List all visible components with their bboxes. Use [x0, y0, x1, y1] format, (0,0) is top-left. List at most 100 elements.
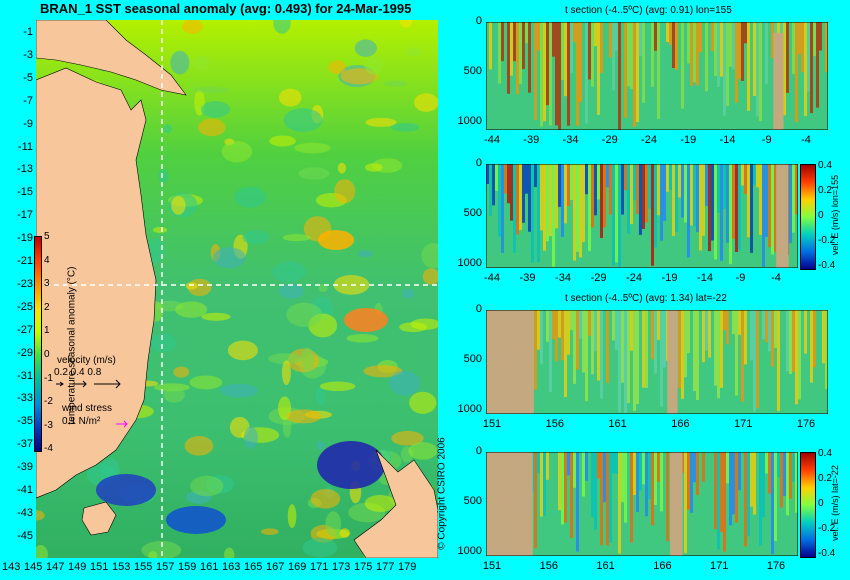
section-column — [825, 310, 828, 390]
anomaly-patch — [149, 333, 177, 353]
anomaly-patch — [414, 93, 438, 112]
velocity-colorbar-label-lon155: vel. E (m/s) lon=155 — [830, 174, 840, 256]
section-x-tick: -39 — [519, 272, 536, 284]
section-column — [681, 22, 684, 109]
section-column — [675, 22, 678, 70]
section-column — [765, 452, 768, 474]
section-column — [717, 164, 720, 213]
section-column — [543, 310, 546, 387]
section-column — [801, 310, 804, 359]
section-x-tick: -29 — [590, 272, 607, 284]
section-column — [705, 452, 708, 516]
anomaly-patch — [402, 288, 415, 299]
section-column — [630, 164, 633, 225]
map-y-tick: -43 — [17, 506, 33, 519]
section-column — [708, 164, 711, 252]
section-column — [636, 22, 639, 123]
anomaly-patch — [383, 80, 408, 87]
section-column — [621, 310, 624, 383]
section-column — [627, 164, 630, 235]
section-column — [630, 22, 633, 89]
anomaly-patch — [281, 360, 291, 386]
anomaly-patch — [219, 383, 259, 398]
map-title: BRAN_1 SST seasonal anomaly (avg: 0.493)… — [40, 1, 412, 16]
section-column — [510, 164, 513, 221]
section-column — [714, 452, 717, 530]
section-column — [543, 164, 546, 251]
section-x-tick: 176 — [766, 560, 786, 572]
anomaly-patch — [185, 282, 198, 290]
sst-colorbar-tick: -1 — [44, 372, 53, 384]
map-y-tick: -1 — [23, 26, 33, 38]
map-x-tick: 173 — [332, 561, 351, 573]
tasmania-landmass — [81, 501, 117, 536]
section-column — [735, 22, 738, 103]
section-x-tick: 161 — [608, 418, 627, 430]
section-column — [768, 22, 771, 109]
map-x-tick: 151 — [90, 561, 109, 573]
section-column — [588, 310, 591, 336]
section-column — [603, 22, 606, 76]
section-x-tick: -44 — [484, 134, 500, 146]
section-column — [732, 22, 735, 70]
section-column — [612, 22, 615, 91]
section-column — [576, 310, 579, 370]
section-column — [645, 452, 648, 517]
section-column — [648, 164, 651, 209]
velocity-colorbar-tick: 0.4 — [818, 448, 832, 459]
anomaly-patch — [328, 60, 346, 75]
section-column — [642, 310, 645, 388]
section-column — [507, 22, 510, 94]
anomaly-patch — [268, 353, 303, 365]
section-column — [705, 22, 708, 92]
section-column — [516, 22, 519, 95]
map-y-tick: -33 — [17, 392, 33, 405]
section-column — [783, 310, 786, 352]
map-x-tick: 161 — [200, 561, 219, 573]
section-column — [567, 310, 570, 355]
section-column — [756, 22, 759, 117]
anomaly-patch — [190, 475, 224, 497]
section-y-tick: 0 — [475, 445, 482, 457]
section-column — [537, 452, 540, 474]
map-x-tick: 159 — [178, 561, 197, 573]
section-x-tick: -19 — [661, 272, 678, 284]
section-column — [714, 22, 717, 76]
section-column — [690, 164, 693, 226]
section-column — [729, 22, 732, 67]
section-column — [498, 22, 501, 84]
section-column — [711, 310, 714, 345]
section-column — [798, 310, 801, 400]
section-column — [660, 164, 663, 241]
velocity-colorbar-tick: -0.4 — [818, 548, 836, 559]
section-column — [738, 452, 741, 491]
section-column — [642, 452, 645, 485]
section-column — [555, 22, 558, 126]
section-column — [765, 310, 768, 343]
map-x-tick: 163 — [222, 561, 241, 573]
section-column — [747, 452, 750, 537]
anomaly-patch — [334, 179, 356, 204]
section-column — [540, 164, 543, 231]
section-column — [585, 452, 588, 481]
section-x-tick: -39 — [523, 134, 540, 146]
section-column — [633, 22, 636, 127]
section-column — [750, 452, 753, 507]
section-column — [762, 310, 765, 340]
section-column — [789, 310, 792, 375]
section-column — [744, 310, 747, 365]
map-y-tick: -11 — [17, 140, 33, 153]
section-column — [546, 310, 549, 342]
section-column — [594, 452, 597, 530]
section-column — [717, 452, 720, 550]
map-y-tick: -27 — [17, 323, 33, 336]
section-column — [561, 22, 564, 80]
section-column — [642, 164, 645, 229]
section-column — [567, 22, 570, 126]
section-column — [699, 164, 702, 251]
section-column — [678, 22, 681, 130]
section-column — [735, 310, 738, 396]
map-x-tick: 143 — [2, 561, 21, 573]
section1-title: t section (-4..5ºC) (avg: 0.91) lon=155 — [565, 5, 732, 16]
section-column — [552, 22, 555, 57]
